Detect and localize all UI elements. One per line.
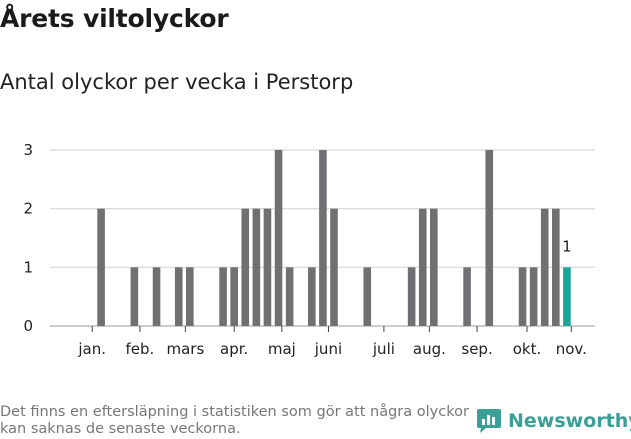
bar-week-23 [330, 208, 338, 326]
bar-week-41 [529, 267, 538, 326]
highlight-data-label: 1 [562, 237, 572, 255]
bar-week-16 [252, 208, 261, 326]
bar-week-32 [430, 208, 438, 326]
brand-logo: Newsworthy [476, 407, 631, 435]
bar-week-35 [463, 267, 471, 326]
bar-week-42 [540, 208, 549, 326]
chart-subtitle: Antal olyckor per vecka i Perstorp [0, 70, 354, 94]
x-tick-label: feb. [126, 340, 155, 358]
x-tick-label: nov. [556, 340, 587, 358]
bar-week-19 [285, 267, 294, 326]
footnote: Det finns en eftersläpning i statistiken… [0, 404, 469, 437]
newsworthy-icon [477, 409, 501, 433]
bar-week-21 [308, 267, 316, 326]
bars [97, 150, 571, 326]
bar-week-7 [152, 267, 161, 326]
chart-title: Årets viltolyckor [0, 4, 229, 33]
bar-week-10 [186, 267, 194, 326]
bar-week-44 [563, 267, 571, 326]
weekly-bar-chart: 0 1 2 3 jan. feb. mars apr. maj juni juli aug. sep.… [23, 141, 595, 358]
x-tick-label: sep. [461, 340, 492, 358]
x-tick-label: okt. [513, 340, 542, 358]
x-tick-label: juli [372, 340, 395, 358]
brand-name: Newsworthy [508, 410, 631, 432]
y-tick-label: 2 [23, 200, 33, 218]
bar-week-37 [485, 150, 494, 326]
bar-week-13 [219, 267, 227, 326]
y-tick-label: 3 [23, 141, 33, 159]
bar-week-22 [319, 150, 327, 326]
bar-week-5 [130, 267, 139, 326]
y-axis-ticks: 0 1 2 3 [23, 141, 33, 335]
bar-week-43 [552, 208, 560, 326]
bar-week-40 [518, 267, 527, 326]
bar-week-15 [241, 208, 250, 326]
bar-week-17 [263, 208, 272, 326]
x-tick-label: apr. [220, 340, 248, 358]
data-labels: 1 [562, 237, 572, 255]
x-tick-label: maj [268, 340, 296, 358]
bar-week-18 [274, 150, 283, 326]
bar-week-26 [363, 267, 372, 326]
bar-week-30 [407, 267, 416, 326]
y-tick-label: 1 [23, 258, 33, 276]
x-tick-label: juni [314, 340, 342, 358]
y-tick-label: 0 [23, 317, 33, 335]
x-axis-ticks: jan. feb. mars apr. maj juni juli aug. sep. okt. n… [77, 326, 587, 358]
x-tick-label: mars [166, 340, 204, 358]
x-tick-label: aug. [413, 340, 446, 358]
bar-week-14 [230, 267, 238, 326]
bar-week-31 [418, 208, 427, 326]
bar-week-2 [97, 208, 105, 326]
x-tick-label: jan. [77, 340, 106, 358]
bar-week-9 [174, 267, 183, 326]
